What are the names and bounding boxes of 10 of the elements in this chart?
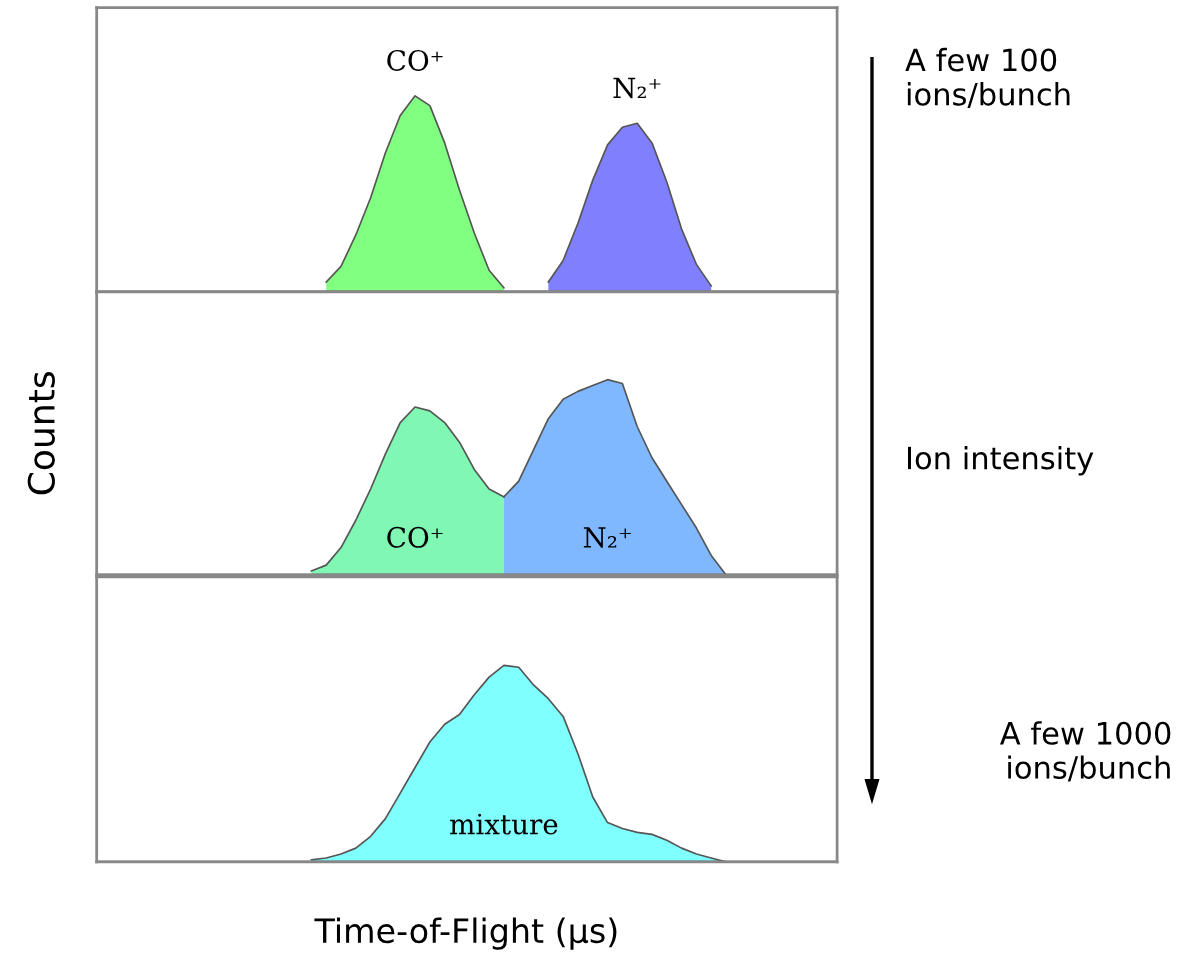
series-label: CO⁺ <box>387 49 443 71</box>
series-label: N₂⁺ <box>583 527 631 548</box>
text: A few 1000 ions/bunch <box>1000 721 1171 782</box>
series-label: CO⁺ <box>387 526 443 548</box>
series-label: mixture <box>450 813 558 835</box>
text: Ion intensity <box>908 445 1094 476</box>
text: A few 100 ions/bunch <box>905 47 1070 109</box>
x-axis-title: Time-of-Flight (µs) <box>314 917 617 950</box>
y-axis-title: Counts <box>27 372 55 495</box>
series-label: N₂⁺ <box>613 77 661 99</box>
